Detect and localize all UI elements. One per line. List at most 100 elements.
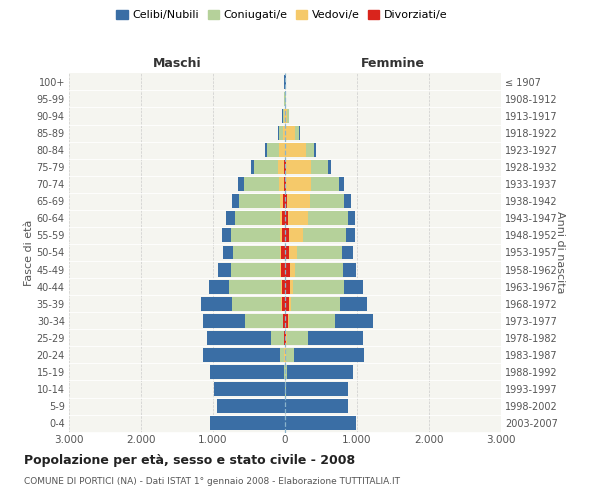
- Bar: [284, 75, 285, 89]
- Bar: [285, 143, 316, 157]
- Bar: [281, 280, 285, 293]
- Bar: [285, 399, 349, 413]
- Y-axis label: Fasce di età: Fasce di età: [23, 220, 34, 286]
- Bar: [214, 382, 285, 396]
- Bar: [283, 194, 285, 208]
- Bar: [285, 365, 287, 379]
- Bar: [281, 296, 285, 310]
- Bar: [285, 365, 353, 379]
- Bar: [285, 262, 356, 276]
- Bar: [267, 143, 285, 157]
- Bar: [285, 348, 286, 362]
- Bar: [285, 178, 339, 191]
- Bar: [285, 314, 289, 328]
- Bar: [285, 212, 289, 226]
- Bar: [285, 126, 299, 140]
- Text: Femmine: Femmine: [361, 57, 425, 70]
- Bar: [284, 109, 285, 123]
- Bar: [285, 194, 351, 208]
- Bar: [280, 212, 285, 226]
- Bar: [285, 160, 328, 174]
- Bar: [284, 92, 285, 106]
- Text: Maschi: Maschi: [152, 57, 202, 70]
- Legend: Celibi/Nubili, Coniugati/e, Vedovi/e, Divorziati/e: Celibi/Nubili, Coniugati/e, Vedovi/e, Di…: [112, 6, 452, 25]
- Bar: [280, 262, 285, 276]
- Bar: [285, 246, 297, 260]
- Bar: [285, 228, 346, 242]
- Bar: [278, 160, 285, 174]
- Bar: [285, 228, 289, 242]
- Text: Popolazione per età, sesso e stato civile - 2008: Popolazione per età, sesso e stato civil…: [24, 454, 355, 467]
- Bar: [285, 126, 300, 140]
- Bar: [285, 331, 287, 345]
- Bar: [285, 262, 290, 276]
- Y-axis label: Anni di nascita: Anni di nascita: [555, 211, 565, 294]
- Bar: [203, 314, 285, 328]
- Bar: [281, 280, 285, 293]
- Bar: [285, 280, 344, 293]
- Bar: [232, 194, 285, 208]
- Bar: [280, 228, 285, 242]
- Bar: [285, 262, 343, 276]
- Bar: [285, 92, 286, 106]
- Bar: [232, 262, 285, 276]
- Bar: [285, 280, 363, 293]
- Bar: [285, 246, 289, 260]
- Bar: [285, 314, 335, 328]
- Bar: [285, 262, 295, 276]
- Bar: [285, 331, 364, 345]
- Bar: [285, 194, 344, 208]
- Bar: [285, 92, 286, 106]
- Bar: [283, 314, 285, 328]
- Bar: [218, 262, 285, 276]
- Bar: [254, 160, 285, 174]
- Bar: [222, 228, 285, 242]
- Bar: [285, 212, 308, 226]
- Text: COMUNE DI PORTICI (NA) - Dati ISTAT 1° gennaio 2008 - Elaborazione TUTTITALIA.IT: COMUNE DI PORTICI (NA) - Dati ISTAT 1° g…: [24, 477, 400, 486]
- Bar: [280, 143, 285, 157]
- Bar: [202, 296, 285, 310]
- Bar: [285, 314, 373, 328]
- Bar: [285, 331, 286, 345]
- Bar: [244, 178, 285, 191]
- Bar: [278, 126, 285, 140]
- Bar: [285, 246, 353, 260]
- Bar: [283, 109, 285, 123]
- Bar: [285, 296, 291, 310]
- Bar: [285, 416, 356, 430]
- Bar: [281, 228, 285, 242]
- Bar: [285, 348, 364, 362]
- Bar: [285, 160, 311, 174]
- Bar: [285, 143, 306, 157]
- Bar: [285, 178, 344, 191]
- Bar: [285, 212, 348, 226]
- Bar: [245, 314, 285, 328]
- Bar: [285, 331, 308, 345]
- Bar: [229, 280, 285, 293]
- Bar: [208, 331, 285, 345]
- Bar: [203, 348, 285, 362]
- Bar: [232, 296, 285, 310]
- Bar: [285, 228, 303, 242]
- Bar: [265, 143, 285, 157]
- Bar: [285, 280, 290, 293]
- Bar: [226, 212, 285, 226]
- Bar: [282, 212, 285, 226]
- Bar: [223, 246, 285, 260]
- Bar: [239, 194, 285, 208]
- Bar: [283, 314, 285, 328]
- Bar: [285, 314, 289, 328]
- Bar: [285, 348, 294, 362]
- Bar: [210, 416, 285, 430]
- Bar: [271, 331, 285, 345]
- Bar: [282, 109, 285, 123]
- Bar: [283, 126, 285, 140]
- Bar: [285, 296, 367, 310]
- Bar: [285, 382, 348, 396]
- Bar: [285, 296, 289, 310]
- Bar: [281, 262, 285, 276]
- Bar: [284, 92, 285, 106]
- Bar: [280, 246, 285, 260]
- Bar: [285, 228, 355, 242]
- Bar: [217, 399, 285, 413]
